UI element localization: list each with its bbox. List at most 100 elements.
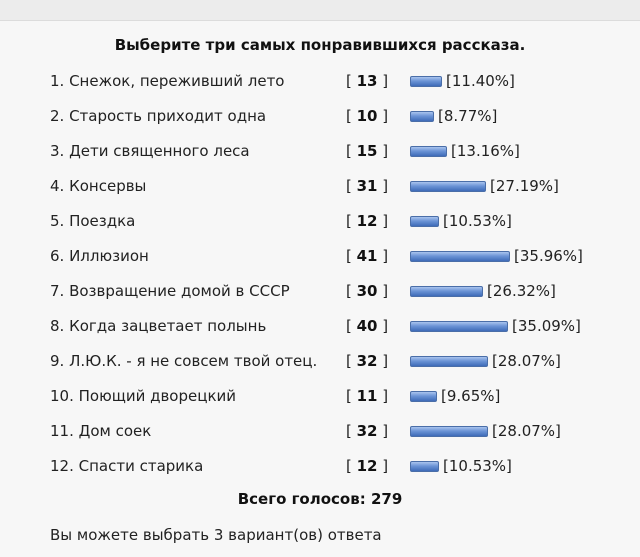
votes-count: 12 [356, 457, 378, 475]
votes-bracket-open: [ [346, 317, 357, 335]
poll-option-row: 1. Снежок, переживший лето [ 13 ] [11.40%] [0, 64, 640, 99]
poll-option-percent: [27.19%] [490, 177, 559, 195]
votes-count: 13 [356, 72, 378, 90]
votes-bracket-close: ] [377, 142, 389, 160]
poll-options-list: 1. Снежок, переживший лето [ 13 ] [11.40%]… [0, 64, 640, 484]
votes-bracket-open: [ [346, 247, 357, 265]
poll-result-bar [410, 461, 439, 472]
poll-option-votes: [ 32 ] [346, 344, 388, 379]
votes-bracket-open: [ [346, 177, 357, 195]
votes-bracket-open: [ [346, 352, 357, 370]
votes-count: 31 [356, 177, 378, 195]
votes-bracket-close: ] [377, 107, 389, 125]
poll-option-row: 2. Старость приходит одна [ 10 ] [8.77%] [0, 99, 640, 134]
poll-option-percent: [26.32%] [487, 282, 556, 300]
poll-panel [0, 21, 640, 557]
poll-option-label: 1. Снежок, переживший лето [50, 72, 285, 90]
votes-bracket-open: [ [346, 72, 357, 90]
votes-bracket-open: [ [346, 212, 357, 230]
top-bar [0, 0, 640, 21]
votes-count: 32 [356, 352, 378, 370]
votes-count: 41 [356, 247, 378, 265]
votes-bracket-close: ] [377, 352, 389, 370]
poll-option-label: 10. Поющий дворецкий [50, 387, 237, 405]
poll-option-percent: [8.77%] [438, 107, 498, 125]
poll-option-label: 5. Поездка [50, 212, 136, 230]
poll-option-percent: [35.09%] [512, 317, 581, 335]
poll-option-row: 8. Когда зацветает полынь [ 40 ] [35.09%] [0, 309, 640, 344]
poll-result-bar [410, 76, 442, 87]
poll-option-percent: [11.40%] [446, 72, 515, 90]
poll-result-bar [410, 216, 439, 227]
votes-bracket-close: ] [377, 72, 389, 90]
poll-option-row: 4. Консервы [ 31 ] [27.19%] [0, 169, 640, 204]
poll-option-row: 6. Иллюзион [ 41 ] [35.96%] [0, 239, 640, 274]
poll-option-label: 4. Консервы [50, 177, 147, 195]
votes-bracket-close: ] [377, 457, 389, 475]
poll-option-votes: [ 13 ] [346, 64, 388, 99]
poll-result-bar [410, 111, 434, 122]
poll-option-label: 7. Возвращение домой в СССР [50, 282, 290, 300]
poll-option-votes: [ 32 ] [346, 414, 388, 449]
poll-option-row: 11. Дом соек [ 32 ] [28.07%] [0, 414, 640, 449]
poll-option-label: 8. Когда зацветает полынь [50, 317, 267, 335]
poll-result-bar [410, 356, 488, 367]
poll-option-votes: [ 31 ] [346, 169, 388, 204]
poll-option-label: 9. Л.Ю.К. - я не совсем твой отец. [50, 352, 318, 370]
poll-option-votes: [ 12 ] [346, 449, 388, 484]
poll-option-votes: [ 10 ] [346, 99, 388, 134]
poll-option-label: 11. Дом соек [50, 422, 152, 440]
poll-result-bar [410, 146, 447, 157]
votes-count: 30 [356, 282, 378, 300]
votes-bracket-close: ] [377, 282, 389, 300]
poll-option-votes: [ 11 ] [346, 379, 388, 414]
votes-count: 32 [356, 422, 378, 440]
poll-option-votes: [ 12 ] [346, 204, 388, 239]
poll-option-label: 12. Спасти старика [50, 457, 204, 475]
poll-option-row: 10. Поющий дворецкий [ 11 ] [9.65%] [0, 379, 640, 414]
poll-option-row: 5. Поездка [ 12 ] [10.53%] [0, 204, 640, 239]
votes-count: 10 [356, 107, 378, 125]
poll-option-row: 7. Возвращение домой в СССР [ 30 ] [26.32%… [0, 274, 640, 309]
votes-bracket-open: [ [346, 142, 357, 160]
poll-option-percent: [28.07%] [492, 422, 561, 440]
poll-option-label: 6. Иллюзион [50, 247, 149, 265]
poll-option-percent: [13.16%] [451, 142, 520, 160]
poll-option-percent: [9.65%] [441, 387, 501, 405]
poll-result-bar [410, 426, 488, 437]
votes-count: 40 [356, 317, 378, 335]
votes-bracket-open: [ [346, 387, 357, 405]
votes-bracket-open: [ [346, 422, 357, 440]
poll-option-percent: [28.07%] [492, 352, 561, 370]
poll-result-bar [410, 391, 437, 402]
selection-limit-note: Вы можете выбрать 3 вариант(ов) ответа [50, 526, 382, 544]
poll-option-votes: [ 30 ] [346, 274, 388, 309]
poll-option-votes: [ 40 ] [346, 309, 388, 344]
poll-option-row: 9. Л.Ю.К. - я не совсем твой отец. [ 32 ]… [0, 344, 640, 379]
poll-option-votes: [ 41 ] [346, 239, 388, 274]
votes-bracket-close: ] [377, 212, 389, 230]
votes-bracket-close: ] [377, 422, 389, 440]
poll-question: Выберите три самых понравившихся рассказ… [114, 36, 526, 54]
poll-result-bar [410, 181, 486, 192]
poll-option-votes: [ 15 ] [346, 134, 388, 169]
poll-option-percent: [10.53%] [443, 457, 512, 475]
votes-bracket-open: [ [346, 457, 357, 475]
poll-result-bar [410, 286, 483, 297]
votes-count: 11 [356, 387, 378, 405]
votes-bracket-open: [ [346, 282, 357, 300]
poll-option-label: 2. Старость приходит одна [50, 107, 267, 125]
votes-count: 15 [356, 142, 378, 160]
votes-bracket-open: [ [346, 107, 357, 125]
poll-option-row: 12. Спасти старика [ 12 ] [10.53%] [0, 449, 640, 484]
poll-result-bar [410, 251, 510, 262]
poll-option-percent: [10.53%] [443, 212, 512, 230]
votes-bracket-close: ] [377, 387, 389, 405]
poll-option-percent: [35.96%] [514, 247, 583, 265]
poll-option-row: 3. Дети священного леса [ 15 ] [13.16%] [0, 134, 640, 169]
poll-option-label: 3. Дети священного леса [50, 142, 250, 160]
votes-count: 12 [356, 212, 378, 230]
poll-result-bar [410, 321, 508, 332]
votes-bracket-close: ] [377, 177, 389, 195]
total-votes: Всего голосов: 279 [237, 490, 403, 508]
